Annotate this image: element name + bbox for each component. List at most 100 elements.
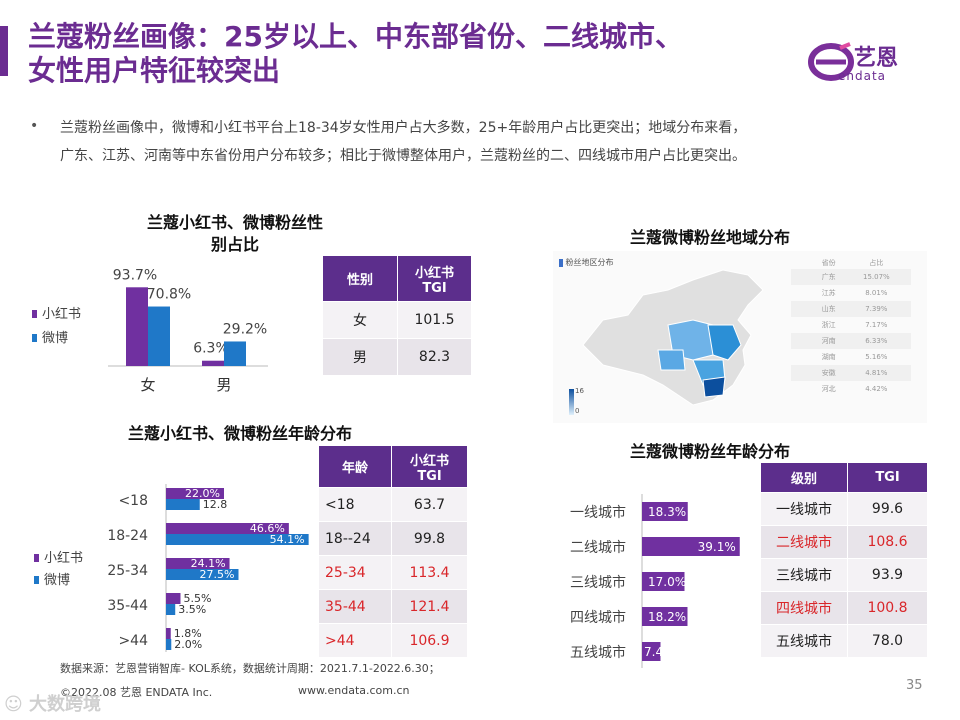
city-chart-cell: 93.9 — [847, 558, 928, 592]
province-row: 河北 4.42% — [791, 381, 911, 397]
city-data-label: 17.0% — [648, 575, 686, 589]
province-share: 15.07% — [862, 273, 890, 281]
city-data-label: 39.1% — [698, 540, 736, 554]
province-share: 7.17% — [865, 321, 888, 329]
age-category-label: 25-34 — [107, 563, 148, 579]
age-table-header-0: 年龄 — [318, 445, 392, 488]
age-data-label: 24.1% — [191, 557, 226, 570]
city-table-header-1: TGI — [847, 462, 928, 493]
gender-table-cell: 女 — [322, 301, 398, 339]
map-legend-gradient — [569, 389, 574, 415]
website-link[interactable]: www.endata.com.cn — [298, 684, 410, 697]
logo-text: 艺恩 — [854, 46, 899, 71]
map-inner-title: 粉丝地区分布 — [559, 257, 614, 268]
city-category-label: 五线城市 — [570, 644, 626, 661]
share-header: 占比 — [869, 259, 884, 267]
city-category-label: 三线城市 — [570, 574, 626, 591]
gender-table-header-1: 小红书 TGI — [397, 255, 472, 302]
province-row: 安徽 4.81% — [791, 365, 911, 381]
province-share: 5.16% — [865, 353, 888, 361]
age-data-label: 54.1% — [270, 533, 305, 546]
city-table-header-0: 级别 — [760, 462, 848, 493]
city-data-label: 18.2% — [648, 610, 686, 624]
city-bar-三线城市 — [642, 572, 685, 591]
gender-legend-swatch — [32, 310, 37, 318]
age-chart-cell: 106.9 — [391, 623, 468, 658]
watermark-icon: ☺ — [4, 694, 23, 715]
gender-data-label: 29.2% — [223, 321, 267, 337]
city-data-label: 18.3% — [648, 505, 686, 519]
city-chart-row: 五线城市 78.0 — [760, 624, 928, 658]
age-chart-cell: 113.4 — [391, 555, 468, 590]
city-chart-row: 一线城市 99.6 — [760, 492, 928, 526]
gender-table-header-0: 性别 — [322, 255, 398, 302]
age-chart-row: 25-34 113.4 — [318, 555, 468, 590]
age-chart-row: <18 63.7 — [318, 487, 468, 522]
province-name: 山东 — [821, 305, 836, 313]
gender-chart-title-line2: 别占比 — [210, 235, 259, 254]
intro-bullet: • — [30, 118, 39, 134]
age-table-header-1: 小红书 TGI — [391, 445, 468, 488]
province-share: 7.39% — [865, 305, 888, 313]
province-header: 省份 — [821, 259, 836, 267]
age-category-label: >44 — [118, 633, 148, 649]
gender-bar-小红书-女 — [126, 287, 148, 366]
age-chart-cell: <18 — [318, 487, 392, 522]
province-name: 浙江 — [821, 321, 836, 329]
gender-legend-swatch — [32, 334, 37, 342]
age-legend-swatch — [34, 554, 39, 562]
age-chart-cell: 63.7 — [391, 487, 468, 522]
age-bar-小红书-35-44 — [166, 593, 181, 604]
province-row: 浙江 7.17% — [791, 317, 911, 333]
age-chart: <18 22.0%12.8 18-24 46.6%54.1% 25-34 24.1%27.… — [34, 484, 309, 652]
gender-bar-微博-男 — [224, 341, 246, 366]
age-legend-label: 微博 — [44, 573, 70, 588]
age-bar-小红书-18-24 — [166, 523, 289, 534]
intro-text: 兰蔻粉丝画像中，微博和小红书平台上18-34岁女性用户占大多数，25+年龄用户占… — [60, 114, 920, 170]
china-map-icon — [582, 269, 764, 406]
age-data-label: 27.5% — [200, 568, 235, 581]
watermark-text: 大数跨境 — [29, 694, 102, 715]
gender-table-cell: 82.3 — [397, 338, 472, 376]
age-chart-cell: 35-44 — [318, 589, 392, 624]
page-title-line1: 兰蔻粉丝画像：25岁以上、中东部省份、二线城市、 — [28, 20, 683, 53]
province-row: 河南 6.33% — [791, 333, 911, 349]
province-name: 河北 — [821, 385, 836, 393]
page-number: 35 — [906, 678, 923, 693]
age-legend-swatch — [34, 576, 39, 584]
age-chart-cell: 121.4 — [391, 589, 468, 624]
province-share: 8.01% — [865, 289, 888, 297]
city-bar-一线城市 — [642, 502, 688, 521]
city-tgi-table: 级别 TGI 一线城市 99.6 二线城市 108.6 三线城市 93.9 四线城市 100.… — [760, 462, 928, 658]
age-data-label: 5.5% — [184, 592, 212, 605]
age-chart-cell: 18--24 — [318, 521, 392, 556]
age-bar-微博-25-34 — [166, 569, 239, 580]
age-chart-title: 兰蔻小红书、微博粉丝年龄分布 — [127, 424, 352, 443]
city-chart-cell: 三线城市 — [760, 558, 848, 592]
intro-line1: 兰蔻粉丝画像中，微博和小红书平台上18-34岁女性用户占大多数，25+年龄用户占… — [60, 120, 747, 136]
age-data-label: 22.0% — [185, 487, 220, 500]
gender-category-label: 女 — [140, 376, 155, 394]
city-chart-cell: 二线城市 — [760, 525, 848, 559]
gender-legend-label: 微博 — [42, 331, 68, 346]
city-bar-五线城市 — [642, 642, 661, 661]
province-share: 6.33% — [865, 337, 888, 345]
intro-line2: 广东、江苏、河南等中东省份用户分布较多；相比于微博整体用户，兰蔻粉丝的二、四线城… — [60, 148, 746, 164]
gender-data-label: 70.8% — [147, 287, 191, 303]
age-bar-微博-35-44 — [166, 604, 176, 615]
logo-subtext: endata — [838, 69, 887, 83]
age-tgi-table: 年龄 小红书 TGI <18 63.7 18--24 99.8 25-34 113.4 35… — [318, 445, 468, 658]
age-bar-微博-<18 — [166, 499, 200, 510]
age-chart-cell: 99.8 — [391, 521, 468, 556]
page-title: 兰蔻粉丝画像：25岁以上、中东部省份、二线城市、 女性用户特征较突出 — [28, 20, 788, 88]
age-chart-cell: 25-34 — [318, 555, 392, 590]
province-name: 广东 — [821, 273, 836, 281]
copyright: ©2022.08 艺恩 ENDATA Inc. — [60, 686, 213, 699]
city-data-label: 7.4 — [644, 645, 663, 659]
gender-bar-微博-女 — [148, 306, 170, 366]
province-share: 4.42% — [865, 385, 888, 393]
map-legend-min: 0 — [575, 407, 580, 415]
map-legend-max: 16 — [575, 387, 584, 395]
age-chart-row: >44 106.9 — [318, 623, 468, 658]
